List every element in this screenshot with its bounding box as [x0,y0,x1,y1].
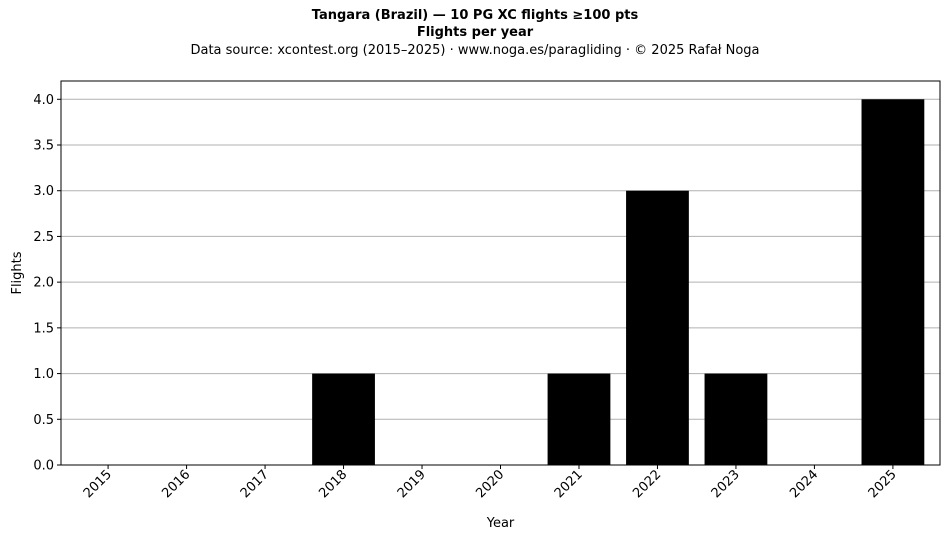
x-tick-label: 2021 [552,467,586,501]
x-tick-label: 2022 [630,467,664,501]
chart-source: Data source: xcontest.org (2015–2025) · … [190,43,760,58]
y-tick-label: 3.5 [33,139,54,154]
chart-title: Tangara (Brazil) — 10 PG XC flights ≥100… [311,8,639,23]
x-tick-label: 2019 [395,467,429,501]
chart-subtitle: Flights per year [416,25,534,40]
x-tick-label: 2015 [81,467,115,501]
y-tick-label: 0.0 [33,459,54,474]
y-axis-label: Flights [10,251,25,294]
y-tick-label: 4.0 [33,93,54,108]
x-tick-label: 2024 [787,467,821,501]
x-tick-label: 2017 [238,467,272,501]
bar [547,373,611,465]
x-axis-ticks: 2015 2016 2017 2018 2019 2020 2021 2022 2023 2024… [81,465,900,501]
bar [312,373,375,465]
y-tick-label: 2.5 [33,230,54,245]
y-tick-label: 0.5 [33,413,54,428]
x-tick-label: 2023 [709,467,743,501]
x-axis-label: Year [486,516,515,531]
x-tick-label: 2020 [473,467,507,501]
bar [861,99,925,466]
y-tick-label: 2.0 [33,276,54,291]
x-tick-label: 2016 [159,467,193,501]
y-axis-ticks: 0.0 0.5 1.0 1.5 2.0 2.5 3.0 3.5 4.0 [33,93,61,474]
x-tick-label: 2018 [316,467,350,501]
y-tick-label: 3.0 [33,184,54,199]
y-tick-label: 1.0 [33,367,54,382]
x-tick-label: 2025 [866,467,900,501]
bars [312,99,925,466]
grid-lines [61,98,940,466]
bar [626,190,689,465]
plot-frame [60,80,941,466]
bar [704,373,768,465]
y-tick-label: 1.5 [33,321,54,336]
